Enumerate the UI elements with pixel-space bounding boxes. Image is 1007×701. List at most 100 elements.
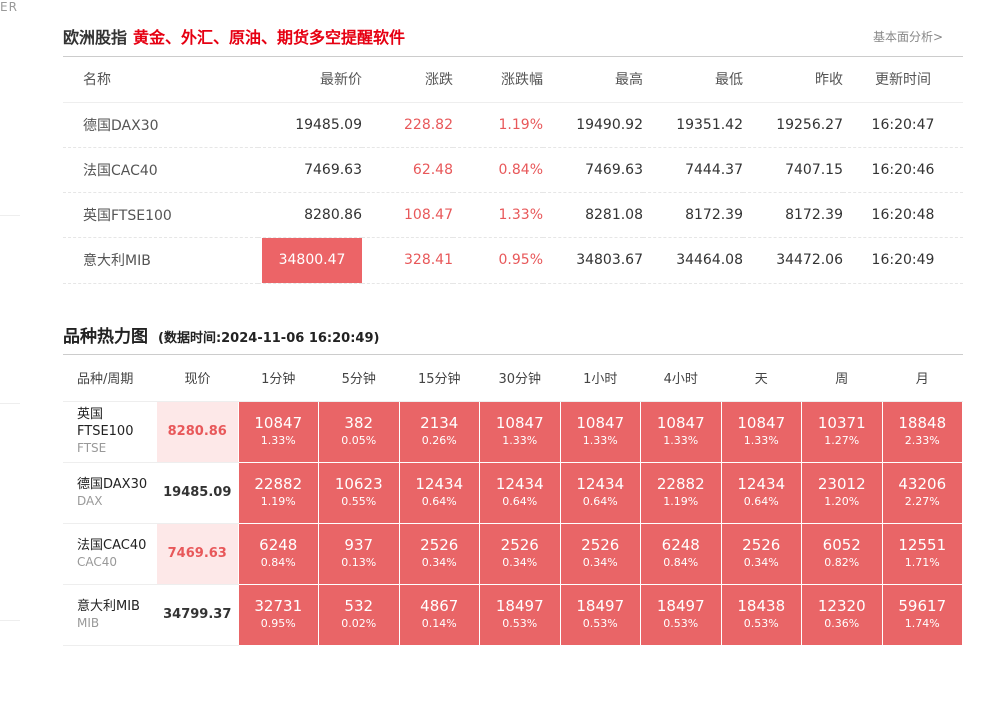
instrument-name[interactable]: 意大利MIB MIB xyxy=(63,584,157,646)
heat-value: 12434 xyxy=(737,474,786,493)
heat-cell[interactable]: 18497 0.53% xyxy=(559,583,641,646)
heat-cell[interactable]: 22882 1.19% xyxy=(640,461,722,524)
heat-percent: 0.36% xyxy=(824,616,860,630)
heat-cell[interactable]: 18438 0.53% xyxy=(720,583,802,646)
heat-cell[interactable]: 12320 0.36% xyxy=(801,583,883,646)
table-row[interactable]: 意大利MIB 34800.47 328.41 0.95% 34803.67 34464.0… xyxy=(63,237,963,284)
heat-cell[interactable]: 10847 1.33% xyxy=(559,400,641,463)
heat-cell[interactable]: 22882 1.19% xyxy=(237,461,319,524)
heat-cell[interactable]: 4867 0.14% xyxy=(398,583,480,646)
heatmap-column-header: 现价 xyxy=(157,355,238,402)
heat-cell[interactable]: 12434 0.64% xyxy=(559,461,641,524)
heat-cell[interactable]: 23012 1.20% xyxy=(801,461,883,524)
heat-value: 22882 xyxy=(656,474,705,493)
heat-value: 12320 xyxy=(817,596,866,615)
cell-low: 34464.08 xyxy=(643,237,743,284)
heat-cell[interactable]: 12434 0.64% xyxy=(479,461,561,524)
heat-cell[interactable]: 43206 2.27% xyxy=(881,461,963,524)
heatmap-row: 德国DAX30 DAX 19485.09 22882 1.19% 10623 0.55% 12… xyxy=(63,461,963,524)
heat-cell[interactable]: 18848 2.33% xyxy=(881,400,963,463)
heat-cell[interactable]: 937 0.13% xyxy=(318,522,400,585)
heat-cell[interactable]: 10847 1.33% xyxy=(237,400,319,463)
heat-cell[interactable]: 2526 0.34% xyxy=(479,522,561,585)
europe-indices-section: 欧洲股指 黄金、外汇、原油、期货多空提醒软件 基本面分析> 名称 最新价 涨跌 涨跌幅最… xyxy=(63,24,963,284)
instrument-name[interactable]: 英国FTSE100 FTSE xyxy=(63,401,157,463)
heat-percent: 1.19% xyxy=(663,494,699,508)
instrument-name[interactable]: 德国DAX30 DAX xyxy=(63,462,157,524)
heat-cell[interactable]: 6052 0.82% xyxy=(801,522,883,585)
cell-name[interactable]: 意大利MIB xyxy=(63,237,258,284)
heat-value: 10623 xyxy=(334,474,383,493)
heat-cell[interactable]: 6248 0.84% xyxy=(237,522,319,585)
column-header: 昨收 xyxy=(743,57,843,103)
heat-value: 10371 xyxy=(817,413,866,432)
heat-percent: 0.53% xyxy=(582,616,618,630)
heat-cell[interactable]: 2526 0.34% xyxy=(398,522,480,585)
current-price: 8280.86 xyxy=(157,401,238,463)
cell-time: 16:20:48 xyxy=(843,192,963,238)
table-row[interactable]: 德国DAX30 19485.09 228.82 1.19% 19490.92 19351.… xyxy=(63,102,963,148)
current-price: 34799.37 xyxy=(157,584,238,646)
heat-cell[interactable]: 2526 0.34% xyxy=(559,522,641,585)
heatmap-column-header: 15分钟 xyxy=(399,355,480,402)
heat-cell[interactable]: 6248 0.84% xyxy=(640,522,722,585)
cell-name[interactable]: 法国CAC40 xyxy=(63,147,258,193)
heat-percent: 0.95% xyxy=(260,616,296,630)
heat-value: 532 xyxy=(344,596,374,615)
heat-cell[interactable]: 12551 1.71% xyxy=(881,522,963,585)
instrument-code: FTSE xyxy=(77,441,107,455)
heat-value: 18497 xyxy=(576,596,625,615)
heat-value: 10847 xyxy=(576,413,625,432)
heat-value: 10847 xyxy=(737,413,786,432)
cell-pct: 0.95% xyxy=(453,237,543,284)
fundamental-analysis-link[interactable]: 基本面分析> xyxy=(872,30,943,44)
instrument-name[interactable]: 法国CAC40 CAC40 xyxy=(63,523,157,585)
cell-name[interactable]: 德国DAX30 xyxy=(63,102,258,148)
sidebar-divider xyxy=(0,620,20,621)
heat-cell[interactable]: 12434 0.64% xyxy=(720,461,802,524)
cell-name[interactable]: 英国FTSE100 xyxy=(63,192,258,238)
heat-cell[interactable]: 2134 0.26% xyxy=(398,400,480,463)
heat-cell[interactable]: 18497 0.53% xyxy=(479,583,561,646)
heat-percent: 0.13% xyxy=(341,555,377,569)
cell-high: 19490.92 xyxy=(543,102,643,148)
heat-cell[interactable]: 32731 0.95% xyxy=(237,583,319,646)
heat-percent: 0.64% xyxy=(502,494,538,508)
heat-percent: 1.71% xyxy=(904,555,940,569)
heat-value: 6052 xyxy=(822,535,861,554)
heat-cell[interactable]: 10847 1.33% xyxy=(720,400,802,463)
cell-pct: 1.33% xyxy=(453,192,543,238)
heat-percent: 1.33% xyxy=(663,433,699,447)
heatmap-column-header: 月 xyxy=(882,355,963,402)
heat-percent: 1.33% xyxy=(260,433,296,447)
heat-percent: 1.27% xyxy=(824,433,860,447)
heat-cell[interactable]: 532 0.02% xyxy=(318,583,400,646)
heat-cell[interactable]: 10847 1.33% xyxy=(479,400,561,463)
heat-value: 6248 xyxy=(661,535,700,554)
heat-cell[interactable]: 382 0.05% xyxy=(318,400,400,463)
cell-last: 7469.63 xyxy=(258,147,362,193)
heat-percent: 0.84% xyxy=(663,555,699,569)
heat-cell[interactable]: 12434 0.64% xyxy=(398,461,480,524)
heat-cell[interactable]: 10371 1.27% xyxy=(801,400,883,463)
heat-cell[interactable]: 2526 0.34% xyxy=(720,522,802,585)
instrument-label: 英国FTSE100 xyxy=(77,407,134,439)
heat-cell[interactable]: 59617 1.74% xyxy=(881,583,963,646)
cell-change: 328.41 xyxy=(362,237,453,284)
heat-cell[interactable]: 10847 1.33% xyxy=(640,400,722,463)
heatmap-title: 品种热力图 xyxy=(63,327,148,347)
heat-percent: 0.34% xyxy=(502,555,538,569)
heat-value: 2134 xyxy=(420,413,459,432)
table-row[interactable]: 法国CAC40 7469.63 62.48 0.84% 7469.63 7444.37 74… xyxy=(63,147,963,193)
heatmap-column-header: 周 xyxy=(801,355,882,402)
cell-change: 108.47 xyxy=(362,192,453,238)
promo-link[interactable]: 黄金、外汇、原油、期货多空提醒软件 xyxy=(133,28,406,47)
section-title: 欧洲股指 xyxy=(63,28,128,47)
heat-value: 59617 xyxy=(898,596,947,615)
heatmap-column-header: 品种/周期 xyxy=(63,355,157,402)
heat-cell[interactable]: 18497 0.53% xyxy=(640,583,722,646)
heat-percent: 0.02% xyxy=(341,616,377,630)
heat-cell[interactable]: 10623 0.55% xyxy=(318,461,400,524)
table-row[interactable]: 英国FTSE100 8280.86 108.47 1.33% 8281.08 8172.3… xyxy=(63,192,963,238)
heat-value: 18848 xyxy=(898,413,947,432)
